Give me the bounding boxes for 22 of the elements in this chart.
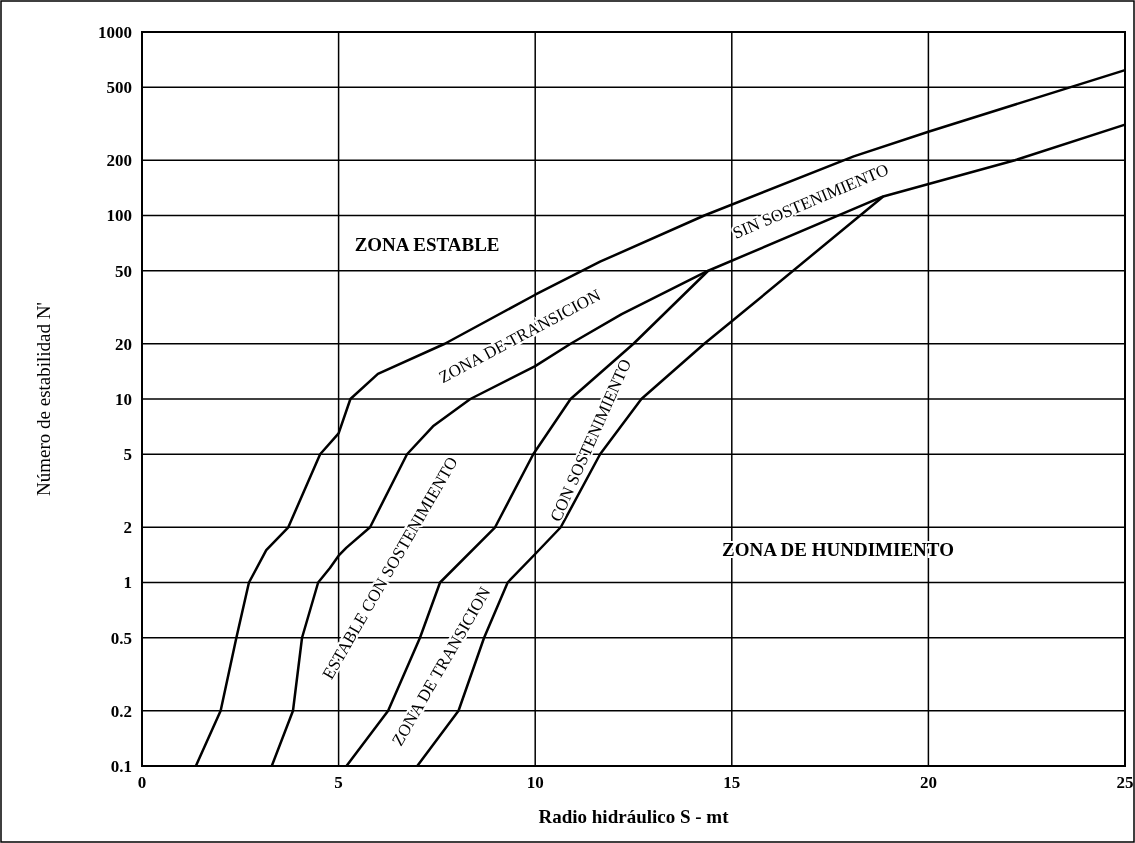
y-tick-label: 0.5 [110, 628, 132, 648]
y-tick-label: 0.2 [110, 701, 132, 721]
annotation: ZONA ESTABLE [354, 233, 500, 255]
y-tick-label: 50 [115, 261, 132, 281]
y-tick-label: 500 [106, 78, 132, 98]
y-tick-label: 5 [123, 445, 132, 465]
y-tick-label: 20 [115, 334, 132, 354]
y-axis-title: Número de estabilidad N' [33, 302, 54, 496]
y-tick-label: 2 [123, 518, 132, 538]
x-axis-title: Radio hidráulico S - mt [538, 806, 730, 827]
y-tick-label: 1000 [98, 22, 132, 42]
x-tick-label: 25 [1116, 773, 1134, 792]
y-tick-label: 0.1 [110, 756, 132, 776]
x-tick-label: 15 [723, 773, 741, 792]
x-tick-label: 20 [919, 773, 937, 792]
x-tick-label: 10 [526, 773, 544, 792]
y-tick-label: 1 [123, 573, 132, 593]
y-tick-label: 10 [115, 389, 132, 409]
x-tick-label: 0 [137, 773, 147, 792]
y-tick-label: 200 [106, 151, 132, 171]
y-tick-label: 100 [106, 206, 132, 226]
x-tick-label: 5 [334, 773, 343, 792]
